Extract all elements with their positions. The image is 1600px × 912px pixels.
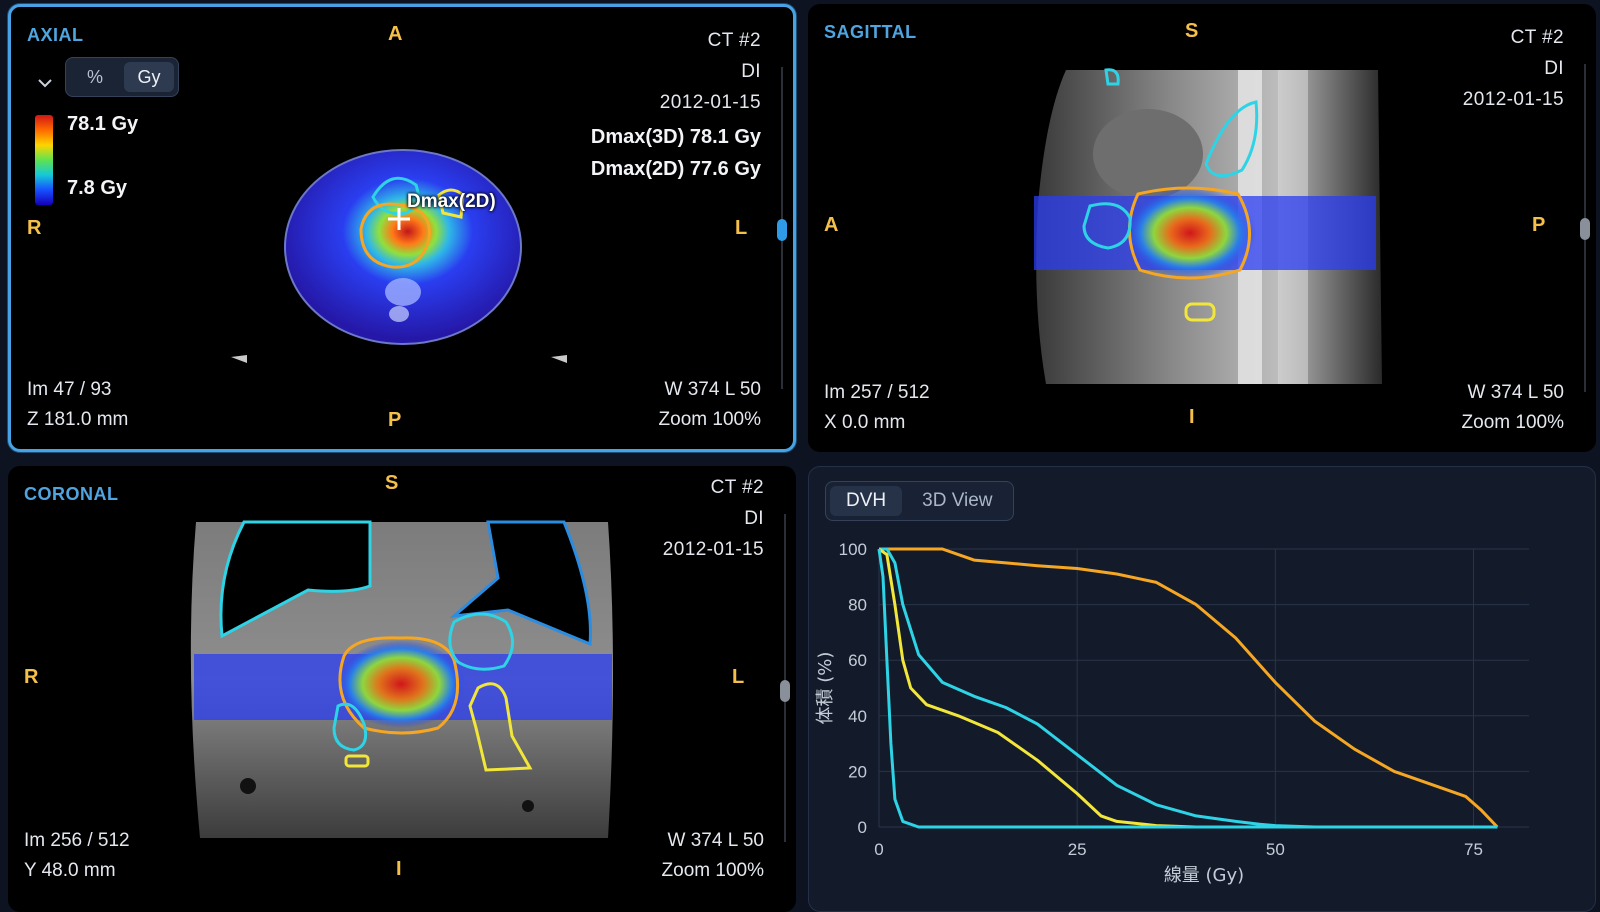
sagittal-viewport[interactable]: SAGITTAL S I A P CT #2 DI 2012-01-15 Im … xyxy=(808,4,1596,452)
modality: DI xyxy=(1544,58,1564,79)
orientation-bottom: I xyxy=(1189,406,1195,428)
display-info: W 374 L 50 Zoom 100% xyxy=(659,375,761,435)
image-index: Im 257 / 512 xyxy=(824,382,930,403)
tab-3d-view[interactable]: 3D View xyxy=(922,490,993,511)
slice-scroll-thumb[interactable] xyxy=(777,219,787,241)
y-tick-label: 40 xyxy=(848,707,867,726)
dmax-readout: Dmax(3D) 78.1 Gy Dmax(2D) 77.6 Gy xyxy=(591,121,761,185)
dmax-3d: Dmax(3D) 78.1 Gy xyxy=(590,126,761,148)
display-info: W 374 L 50 Zoom 100% xyxy=(662,826,764,886)
display-info: W 374 L 50 Zoom 100% xyxy=(1462,378,1564,438)
dvh-curve-4 xyxy=(877,548,1498,829)
y-tick-label: 80 xyxy=(848,596,867,615)
unit-gy-button[interactable]: Gy xyxy=(124,62,174,92)
slice-scroll-thumb[interactable] xyxy=(1580,218,1590,240)
window-level: W 374 L 50 xyxy=(1467,382,1564,403)
zoom-level: Zoom 100% xyxy=(1461,412,1564,433)
slice-position: Z 181.0 mm xyxy=(27,409,129,430)
axial-ct-image[interactable] xyxy=(11,7,793,449)
slice-position: X 0.0 mm xyxy=(824,412,906,433)
view-tabs[interactable]: DVH 3D View xyxy=(825,481,1014,521)
orientation-left: R xyxy=(27,217,42,239)
study-name: CT #2 xyxy=(707,30,761,51)
orientation-right: L xyxy=(732,666,745,688)
x-axis-label: 線量 (Gy) xyxy=(1164,865,1244,886)
study-info: CT #2 DI 2012-01-15 xyxy=(1463,22,1564,115)
zoom-level: Zoom 100% xyxy=(661,860,764,881)
orientation-top: S xyxy=(1185,20,1199,42)
chevron-down-icon[interactable] xyxy=(35,73,55,93)
orientation-left: A xyxy=(824,214,839,236)
study-info: CT #2 DI 2012-01-15 xyxy=(663,472,764,565)
dvh-curve-2 xyxy=(879,547,1498,829)
dose-colorbar xyxy=(35,115,53,205)
orientation-bottom: P xyxy=(388,409,402,431)
slice-scroll-thumb[interactable] xyxy=(780,680,790,702)
y-tick-label: 60 xyxy=(848,651,867,670)
study-name: CT #2 xyxy=(710,477,764,498)
crosshair-icon[interactable] xyxy=(388,208,410,230)
dvh-chart: 0 20 40 60 80 100 0 25 50 75 線量 (Gy) 体積 (%) xyxy=(815,540,1529,886)
window-level: W 374 L 50 xyxy=(667,830,764,851)
slice-position: Y 48.0 mm xyxy=(24,860,116,881)
orientation-right: P xyxy=(1532,214,1546,236)
dmax-marker-label: Dmax(2D) xyxy=(407,191,496,212)
viewport-title: CORONAL xyxy=(24,484,119,504)
coronal-viewport[interactable]: CORONAL S I R L CT #2 DI 2012-01-15 Im 2… xyxy=(8,466,796,912)
slice-info: Im 47 / 93 Z 181.0 mm xyxy=(27,375,128,435)
y-axis-label: 体積 (%) xyxy=(815,652,836,725)
study-date: 2012-01-15 xyxy=(659,92,761,113)
modality: DI xyxy=(741,61,761,82)
study-date: 2012-01-15 xyxy=(662,539,764,560)
image-index: Im 256 / 512 xyxy=(24,830,130,851)
y-tick-label: 20 xyxy=(848,762,867,781)
dmax-2d: Dmax(2D) 77.6 Gy xyxy=(590,158,761,180)
slice-info: Im 257 / 512 X 0.0 mm xyxy=(824,378,930,438)
viewport-title: AXIAL xyxy=(27,25,84,45)
x-tick-label: 0 xyxy=(874,840,883,859)
slice-scrollbar[interactable] xyxy=(784,514,786,842)
coronal-ct-image[interactable] xyxy=(8,466,796,912)
window-level: W 374 L 50 xyxy=(664,379,761,400)
y-tick-label: 100 xyxy=(839,540,867,559)
orientation-left: R xyxy=(24,666,39,688)
sagittal-ct-image[interactable] xyxy=(808,4,1596,452)
dvh-curve-1 xyxy=(879,547,1499,829)
tab-dvh[interactable]: DVH xyxy=(830,486,903,516)
orientation-right: L xyxy=(735,217,748,239)
orientation-top: A xyxy=(388,23,403,45)
image-index: Im 47 / 93 xyxy=(27,379,112,400)
x-tick-label: 50 xyxy=(1266,840,1285,859)
study-name: CT #2 xyxy=(1510,27,1564,48)
orientation-bottom: I xyxy=(396,858,402,880)
zoom-level: Zoom 100% xyxy=(658,409,761,430)
axial-viewport[interactable]: Dmax(2D) AXIAL A P R L % Gy 78.1 Gy 7.8 … xyxy=(8,4,796,452)
study-info: CT #2 DI 2012-01-15 xyxy=(660,25,761,118)
colorbar-max-label: 78.1 Gy xyxy=(67,113,139,135)
x-tick-label: 25 xyxy=(1068,840,1087,859)
unit-percent-button[interactable]: % xyxy=(86,66,103,87)
viewport-title: SAGITTAL xyxy=(824,22,917,42)
slice-info: Im 256 / 512 Y 48.0 mm xyxy=(24,826,130,886)
modality: DI xyxy=(744,508,764,529)
colorbar-min-label: 7.8 Gy xyxy=(67,177,128,199)
y-tick-label: 0 xyxy=(858,818,867,837)
dose-unit-toggle[interactable]: % Gy xyxy=(65,57,179,97)
x-tick-label: 75 xyxy=(1464,840,1483,859)
orientation-top: S xyxy=(385,472,399,494)
dvh-panel: DVH 3D View 0 20 40 60 80 100 0 25 50 75 線量 (Gy) 体積… xyxy=(808,466,1596,912)
study-date: 2012-01-15 xyxy=(1462,89,1564,110)
